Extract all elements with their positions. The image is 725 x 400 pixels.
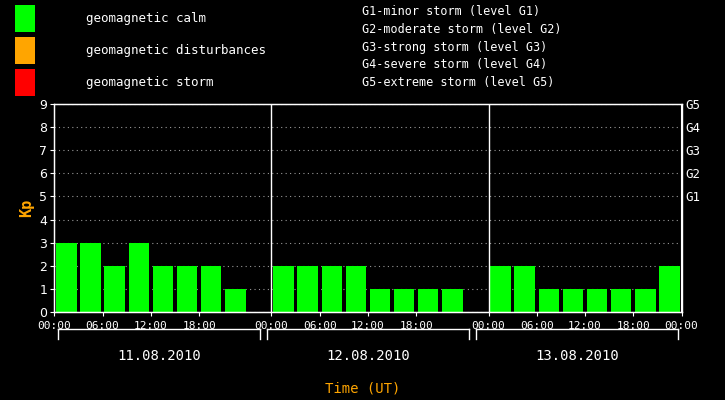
Bar — [153, 266, 173, 312]
Bar — [80, 243, 101, 312]
Text: G5-extreme storm (level G5): G5-extreme storm (level G5) — [362, 76, 555, 89]
Text: G1-minor storm (level G1): G1-minor storm (level G1) — [362, 5, 541, 18]
Bar — [104, 266, 125, 312]
Bar — [128, 243, 149, 312]
Bar — [587, 289, 608, 312]
Text: Time (UT): Time (UT) — [325, 382, 400, 396]
Bar — [14, 5, 35, 32]
Bar — [14, 37, 35, 64]
Bar — [539, 289, 559, 312]
Bar — [394, 289, 415, 312]
Text: geomagnetic storm: geomagnetic storm — [86, 76, 213, 89]
Bar — [14, 69, 35, 96]
Bar — [346, 266, 366, 312]
Bar — [563, 289, 583, 312]
Bar — [418, 289, 439, 312]
Bar — [611, 289, 631, 312]
Bar — [273, 266, 294, 312]
Bar — [442, 289, 463, 312]
Bar — [321, 266, 342, 312]
Bar — [225, 289, 246, 312]
Text: G2-moderate storm (level G2): G2-moderate storm (level G2) — [362, 23, 562, 36]
Text: G4-severe storm (level G4): G4-severe storm (level G4) — [362, 58, 548, 72]
Bar — [370, 289, 390, 312]
Bar — [177, 266, 197, 312]
Bar — [635, 289, 655, 312]
Bar — [515, 266, 535, 312]
Text: 11.08.2010: 11.08.2010 — [117, 350, 201, 363]
Bar — [659, 266, 680, 312]
Text: G3-strong storm (level G3): G3-strong storm (level G3) — [362, 41, 548, 54]
Bar — [490, 266, 511, 312]
Text: geomagnetic calm: geomagnetic calm — [86, 12, 206, 25]
Bar — [297, 266, 318, 312]
Text: 12.08.2010: 12.08.2010 — [326, 350, 410, 363]
Bar — [201, 266, 221, 312]
Text: geomagnetic disturbances: geomagnetic disturbances — [86, 44, 265, 56]
Y-axis label: Kp: Kp — [19, 199, 34, 217]
Bar — [56, 243, 77, 312]
Text: 13.08.2010: 13.08.2010 — [535, 350, 619, 363]
